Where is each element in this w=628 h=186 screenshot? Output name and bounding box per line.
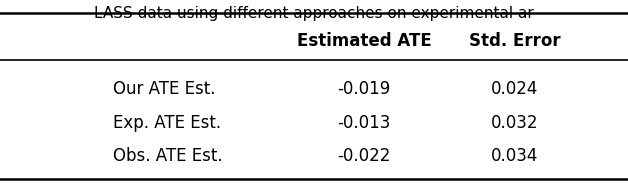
Text: Std. Error: Std. Error [469,32,561,50]
Text: -0.013: -0.013 [338,114,391,132]
Text: -0.019: -0.019 [338,80,391,98]
Text: Our ATE Est.: Our ATE Est. [113,80,215,98]
Text: 0.032: 0.032 [491,114,539,132]
Text: Estimated ATE: Estimated ATE [297,32,431,50]
Text: Exp. ATE Est.: Exp. ATE Est. [113,114,221,132]
Text: -0.022: -0.022 [338,147,391,165]
Text: 0.024: 0.024 [491,80,539,98]
Text: Obs. ATE Est.: Obs. ATE Est. [113,147,223,165]
Text: 0.034: 0.034 [491,147,539,165]
Text: LASS data using different approaches on experimental ar: LASS data using different approaches on … [94,6,534,21]
